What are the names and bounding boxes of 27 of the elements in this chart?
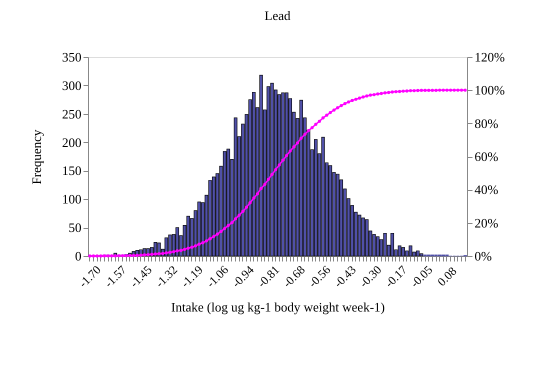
y-tick-label: 250 <box>62 106 82 122</box>
x-tick-label: -0.94 <box>229 262 257 290</box>
y2-tick-label: 80% <box>474 116 498 131</box>
y-tick-label: 0 <box>75 248 82 264</box>
y-tick-label: 300 <box>62 78 82 93</box>
y-tick-label: 150 <box>62 163 82 178</box>
y-tick-label: 50 <box>68 220 82 236</box>
y-tick-label: 200 <box>62 134 82 150</box>
chart-title: Lead <box>264 8 291 23</box>
y-tick-label: 350 <box>62 50 82 64</box>
x-tick-label: -0.81 <box>254 262 282 290</box>
y-tick-label: 100 <box>62 192 82 207</box>
x-tick-label: -1.19 <box>178 262 206 290</box>
x-tick-label: 0.08 <box>434 264 460 289</box>
x-tick-label: -0.30 <box>356 262 384 290</box>
y2-tick-label: 60% <box>474 149 498 164</box>
y2-tick-label: 40% <box>474 182 498 198</box>
x-tick-label: -0.43 <box>331 262 359 290</box>
y2-tick-label: 20% <box>474 215 498 230</box>
x-tick-label: -1.32 <box>152 262 180 290</box>
x-axis-title: Intake (log ug kg-1 body weight week-1) <box>171 300 385 315</box>
y2-tick-label: 100% <box>474 82 505 98</box>
y2-tick-label: 0% <box>474 248 492 264</box>
x-tick-label: -0.68 <box>280 262 308 290</box>
y-axis-title: Frequency <box>29 129 44 184</box>
y2-tick-label: 120% <box>474 50 505 64</box>
x-tick-label: -1.70 <box>76 262 104 290</box>
